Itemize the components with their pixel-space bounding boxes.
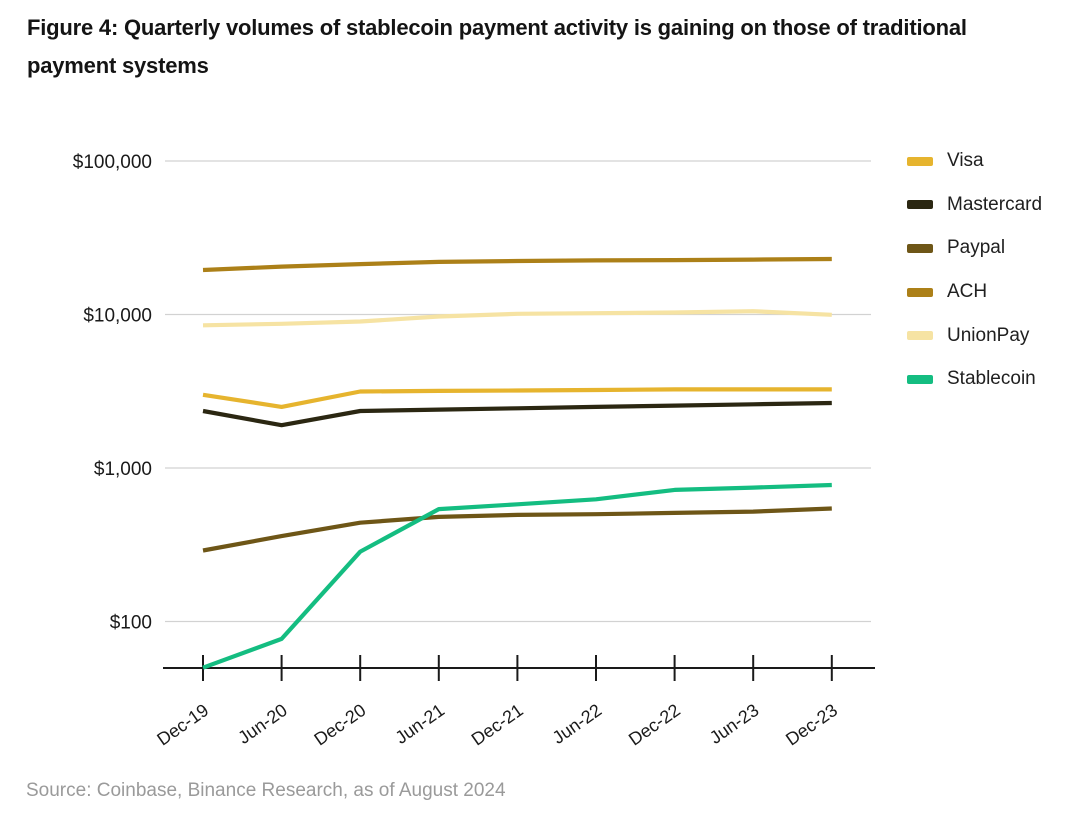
series-line-stablecoin bbox=[202, 482, 832, 670]
legend-item-ach: ACH bbox=[907, 281, 1042, 303]
x-tick-label: Dec-21 bbox=[468, 700, 527, 750]
series-line-mastercard bbox=[202, 400, 832, 428]
y-tick-label: $1,000 bbox=[94, 459, 152, 480]
legend-label: UnionPay bbox=[947, 324, 1030, 346]
legend-label: Stablecoin bbox=[947, 368, 1036, 390]
y-tick-label: $10,000 bbox=[83, 306, 152, 327]
legend-label: ACH bbox=[947, 281, 988, 303]
legend-swatch-stablecoin bbox=[907, 374, 933, 384]
x-tick-label: Dec-20 bbox=[310, 700, 369, 750]
legend-label: Mastercard bbox=[947, 193, 1043, 215]
x-tick-label: Jun-20 bbox=[234, 700, 291, 748]
figure-title: Figure 4: Quarterly volumes of stablecoi… bbox=[27, 15, 967, 78]
series-line-unionpay bbox=[202, 309, 832, 328]
line-chart: $100 $1,000 $10,000 $100,000 Dec-19 Jun-20 Dec… bbox=[73, 152, 875, 750]
y-tick-label: $100,000 bbox=[73, 152, 152, 173]
x-tick-label: Jun-21 bbox=[392, 700, 449, 748]
legend-swatch-paypal bbox=[907, 243, 933, 253]
legend-item-mastercard: Mastercard bbox=[907, 193, 1043, 215]
x-tick-label: Dec-22 bbox=[625, 700, 684, 750]
series-line-visa bbox=[202, 387, 832, 409]
y-tick-label: $100 bbox=[110, 613, 152, 634]
x-tick-label: Jun-22 bbox=[549, 700, 606, 748]
legend-swatch-unionpay bbox=[907, 331, 933, 341]
legend-item-unionpay: UnionPay bbox=[907, 324, 1042, 346]
legend-label: Visa bbox=[947, 150, 984, 171]
x-tick-label: Jun-23 bbox=[706, 700, 763, 748]
legend-swatch-ach bbox=[907, 287, 933, 297]
series-line-ach bbox=[202, 256, 832, 273]
legend-item-paypal: Paypal bbox=[907, 237, 1042, 259]
legend-swatch-visa bbox=[907, 156, 933, 166]
legend-label: Paypal bbox=[947, 237, 1006, 259]
chart-legend: Visa Mastercard Paypal ACH UnionPay Stablecoi… bbox=[907, 150, 1043, 413]
legend-swatch-mastercard bbox=[907, 200, 933, 210]
series-line-paypal bbox=[202, 506, 832, 553]
x-tick-label: Dec-19 bbox=[153, 700, 212, 750]
legend-item-stablecoin: Stablecoin bbox=[907, 368, 1042, 390]
source-note: Source: Coinbase, Binance Research, as o… bbox=[26, 780, 506, 801]
x-tick-label: Dec-23 bbox=[782, 700, 841, 750]
legend-item-visa: Visa bbox=[907, 150, 1042, 171]
